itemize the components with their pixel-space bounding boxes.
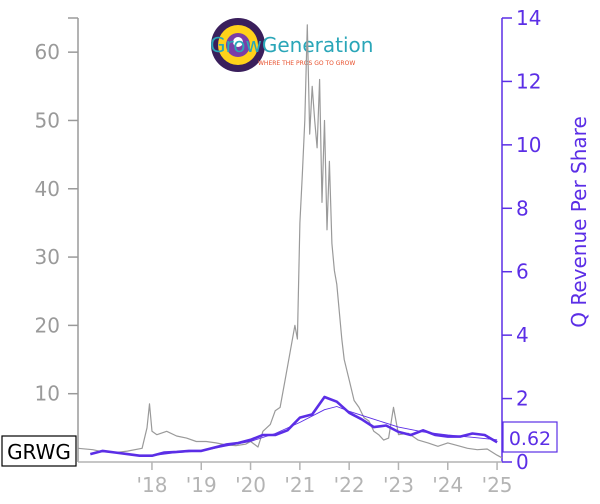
left-tick-label: 20 (35, 313, 60, 337)
x-tick-label: '24 (432, 473, 463, 497)
price-line (77, 24, 503, 459)
x-tick-label: '21 (284, 473, 315, 497)
right-tick-label: 10 (516, 133, 541, 157)
logo-name: GrowGeneration (210, 33, 373, 57)
right-axis-ticks: 0 2 4 6 8 10 12 14 (502, 6, 541, 474)
ticker-text: GRWG (7, 440, 71, 464)
right-tick-label: 0 (516, 450, 529, 474)
right-tick-label: 6 (516, 260, 529, 284)
revenue-trend-line (151, 406, 498, 457)
x-tick-label: '23 (383, 473, 414, 497)
x-tick-label: '20 (235, 473, 266, 497)
left-tick-label: 10 (35, 382, 60, 406)
left-axis-ticks: 10 20 30 40 50 60 (35, 40, 78, 406)
x-axis-ticks: '18 '19 '20 '21 '22 '23 '24 '25 (136, 462, 513, 497)
logo-sunburst-icon (211, 18, 265, 72)
x-tick-label: '19 (186, 473, 217, 497)
left-axis (68, 17, 79, 462)
current-value-text: 0.62 (509, 428, 551, 450)
series-layer (77, 24, 503, 459)
ticker-label: GRWG (1, 435, 77, 467)
right-tick-label: 2 (516, 387, 529, 411)
right-axis-title: Q Revenue Per Share (567, 116, 591, 328)
company-logo: GrowGeneration WHERE THE PROS GO TO GROW (210, 18, 373, 72)
left-tick-label: 50 (35, 108, 60, 132)
right-tick-label: 8 (516, 196, 529, 220)
right-tick-label: 12 (516, 69, 541, 93)
x-tick-label: '25 (482, 473, 513, 497)
left-tick-label: 30 (35, 245, 60, 269)
x-tick-label: '22 (334, 473, 365, 497)
left-tick-label: 60 (35, 40, 60, 64)
x-tick-label: '18 (136, 473, 167, 497)
right-tick-label: 14 (516, 6, 541, 30)
left-tick-label: 40 (35, 177, 60, 201)
right-tick-label: 4 (516, 323, 529, 347)
current-value-label: 0.62 (502, 421, 558, 453)
